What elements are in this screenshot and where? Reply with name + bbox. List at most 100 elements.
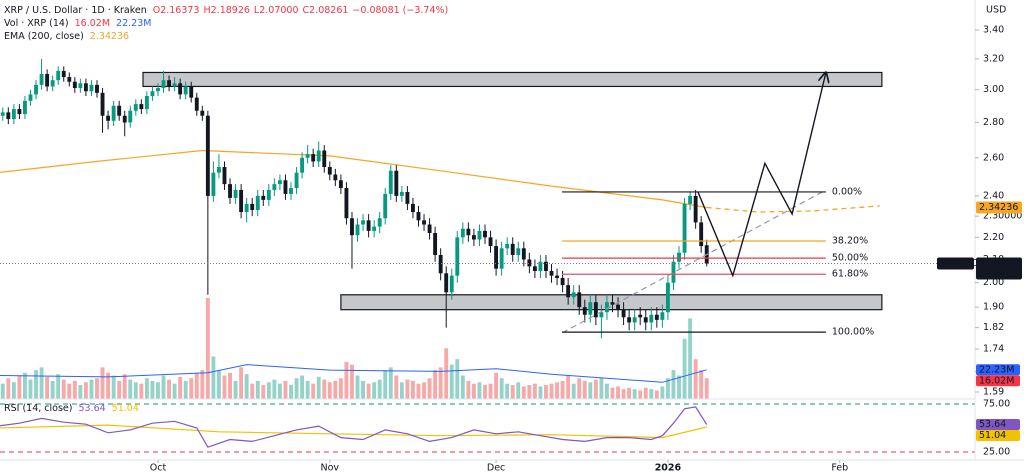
volume-bar	[571, 383, 576, 399]
candle-body	[228, 184, 232, 198]
volume-bar	[361, 380, 366, 399]
candle-body	[621, 309, 626, 318]
ema-title: EMA (200, close)	[4, 31, 84, 42]
candle-body	[305, 154, 310, 158]
volume-bar	[405, 379, 410, 399]
volume-bar	[394, 375, 399, 399]
x-tick-label: 2026	[655, 463, 682, 474]
ohlc-open: O2.16373	[153, 5, 200, 16]
candle-body	[510, 243, 515, 255]
candle-body	[394, 170, 399, 196]
candle-body	[593, 302, 598, 318]
candle-body	[599, 312, 604, 318]
candle-body	[89, 84, 94, 92]
volume-bar	[399, 382, 404, 399]
volume-bar	[316, 376, 321, 399]
volume-bar	[217, 370, 221, 399]
volume-bar	[117, 380, 122, 399]
zone	[142, 71, 883, 88]
volume-bar	[139, 383, 144, 399]
y-tick-label: 2.20	[983, 232, 1004, 243]
candle-body	[521, 248, 526, 260]
volume-bar	[239, 367, 244, 399]
volume-bar	[555, 382, 560, 399]
candle-body	[100, 92, 105, 116]
volume-bar	[222, 375, 227, 399]
candle-body	[233, 189, 238, 198]
volume-bar	[228, 372, 232, 399]
volume-bar	[671, 370, 676, 399]
currency-label: USD	[986, 5, 1006, 16]
volume-bar	[277, 383, 282, 399]
candle-body	[72, 81, 77, 89]
volume-bar	[605, 383, 609, 399]
candle-body	[399, 191, 404, 196]
candle-body	[671, 261, 676, 283]
y-tick-label: 2.80	[983, 117, 1004, 128]
candle-body	[11, 109, 16, 120]
volume-bar	[283, 380, 288, 399]
volume-bar	[28, 379, 33, 399]
candle-body	[488, 237, 493, 247]
volume-bar	[532, 383, 537, 399]
volume-bar	[72, 380, 77, 399]
candle-body	[122, 115, 127, 123]
candle-body	[111, 105, 116, 121]
ema-badge	[976, 201, 1022, 214]
volume-bar	[34, 370, 38, 399]
legend-line: Vol · XRP (14) 16.02M 22.23M	[4, 18, 151, 29]
candle-body	[649, 314, 654, 323]
volume-badge	[976, 375, 1020, 387]
candle-body	[605, 302, 609, 313]
volume-bar	[616, 386, 620, 399]
volume-bar	[483, 385, 487, 399]
rsi-pane	[0, 403, 975, 453]
candle-body	[422, 220, 426, 225]
candle-body	[693, 195, 698, 223]
volume-bar	[83, 382, 88, 399]
candle-body	[272, 184, 277, 190]
volume-bar	[45, 376, 50, 399]
candle-body	[411, 203, 415, 213]
volume-bar	[172, 383, 177, 399]
candle-body	[45, 73, 50, 87]
candle-body	[333, 174, 338, 181]
candle-body	[266, 189, 271, 200]
volume-badge-label: 16.02M	[979, 375, 1014, 386]
price-badge	[976, 257, 1022, 280]
candle-body	[156, 88, 160, 92]
volume-bar	[510, 385, 515, 399]
volume-bar	[95, 378, 99, 399]
volume-bar	[244, 374, 249, 399]
volume-bar	[499, 378, 504, 399]
volume-bar	[433, 370, 438, 399]
y-tick-label: 3.40	[983, 25, 1004, 36]
y-tick-label: 1.74	[983, 344, 1004, 355]
rsi-line	[0, 406, 708, 448]
candle-body	[194, 97, 199, 111]
volume-bar	[156, 382, 160, 399]
candle-body	[444, 273, 449, 293]
legend: XRP / U.S. Dollar · 1D · Kraken O2.16373 H…	[4, 5, 448, 414]
volume-bar	[610, 387, 615, 399]
candle-body	[261, 195, 266, 200]
candle-body	[471, 235, 476, 240]
candle-body	[555, 275, 560, 278]
x-tick-label: Feb	[831, 463, 848, 474]
volume-bar	[100, 367, 105, 399]
volume-bar	[582, 380, 587, 399]
y-tick-label: 3.20	[983, 53, 1004, 64]
fib-label: 100.00%	[832, 327, 874, 338]
candle-body	[133, 104, 138, 111]
volume-bar	[388, 367, 393, 399]
volume-bar	[704, 378, 709, 399]
volume-bar	[455, 359, 460, 399]
candle-body	[34, 84, 38, 95]
candle-body	[244, 203, 249, 213]
volume-bar	[494, 372, 499, 399]
volume-bar	[261, 385, 266, 399]
volume-bar	[560, 380, 565, 399]
volume-bar	[205, 298, 210, 399]
candle-body	[350, 218, 354, 236]
